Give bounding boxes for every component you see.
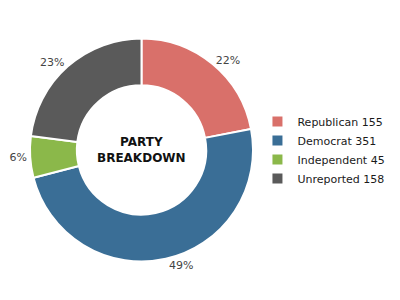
svg-text:Unreported 158: Unreported 158: [297, 173, 384, 186]
svg-text:22%: 22%: [216, 54, 240, 67]
svg-text:49%: 49%: [169, 259, 193, 272]
svg-text:Republican 155: Republican 155: [297, 116, 382, 129]
svg-text:Independent 45: Independent 45: [297, 154, 384, 167]
svg-text:PARTYBREAKDOWN: PARTYBREAKDOWN: [97, 135, 186, 165]
svg-text:6%: 6%: [10, 151, 27, 164]
svg-text:Democrat 351: Democrat 351: [297, 135, 376, 148]
svg-text:23%: 23%: [40, 56, 64, 69]
